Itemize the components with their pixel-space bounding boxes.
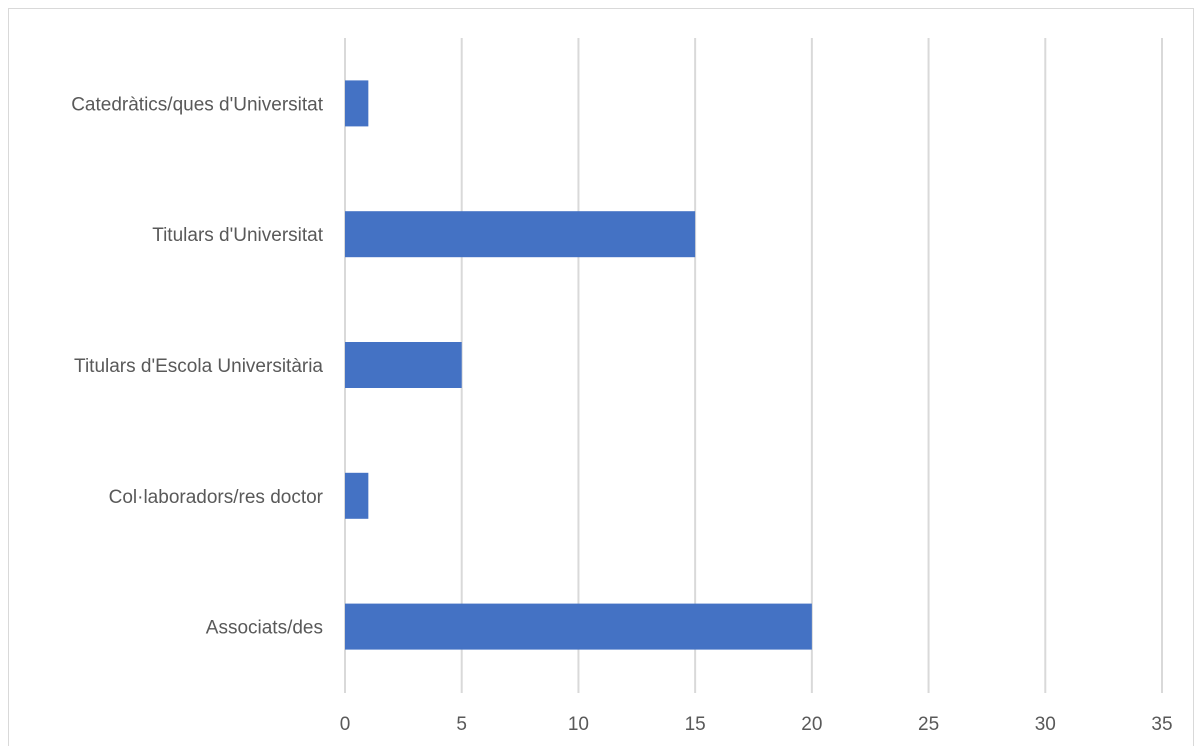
x-tick-label: 0 bbox=[340, 714, 351, 735]
x-tick-label: 30 bbox=[1035, 714, 1056, 735]
bar-0 bbox=[345, 80, 369, 127]
category-label: Titulars d'Escola Universitària bbox=[74, 356, 323, 377]
category-label: Associats/des bbox=[206, 618, 323, 639]
x-tick-label: 5 bbox=[456, 714, 467, 735]
bar-1 bbox=[345, 211, 696, 258]
bar-3 bbox=[345, 472, 369, 519]
category-label: Col·laboradors/res doctor bbox=[109, 487, 324, 508]
x-tick-labels: 0 5 10 15 20 25 30 35 bbox=[340, 714, 1173, 735]
bar-4 bbox=[345, 603, 812, 650]
category-label: Catedràtics/ques d'Universitat bbox=[71, 94, 324, 115]
category-label: Titulars d'Universitat bbox=[152, 225, 324, 246]
x-tick-label: 10 bbox=[568, 714, 589, 735]
x-tick-label: 25 bbox=[918, 714, 939, 735]
x-tick-label: 20 bbox=[801, 714, 822, 735]
bars bbox=[345, 80, 812, 650]
bar-2 bbox=[345, 342, 462, 388]
category-labels: Catedràtics/ques d'Universitat Titulars d… bbox=[71, 94, 324, 638]
gridlines bbox=[344, 38, 1163, 693]
x-tick-label: 15 bbox=[685, 714, 706, 735]
x-tick-label: 35 bbox=[1151, 714, 1172, 735]
